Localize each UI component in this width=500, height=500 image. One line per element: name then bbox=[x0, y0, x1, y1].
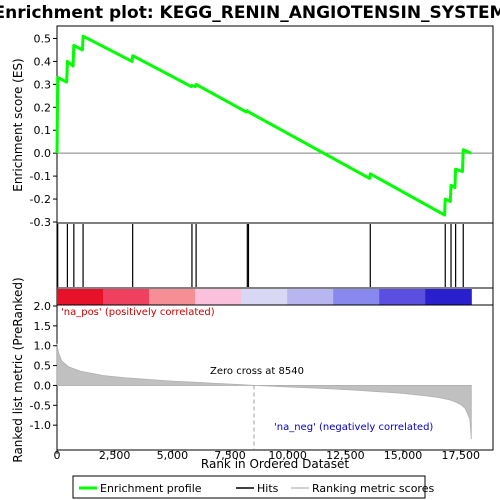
rank-y-tick-label: 1.5 bbox=[34, 320, 52, 333]
x-tick-label: 0 bbox=[54, 449, 61, 462]
rank-panel-frame bbox=[56, 287, 494, 451]
zero-cross-annotation: Zero cross at 8540 bbox=[210, 366, 304, 377]
x-tick-label: 17,500 bbox=[441, 449, 480, 462]
heatbar-segment bbox=[195, 289, 242, 305]
es-y-tick-label: 0.3 bbox=[34, 78, 52, 91]
rank-y-tick-label: 0.5 bbox=[34, 360, 52, 373]
es-y-axis-label: Enrichment score (ES) bbox=[11, 58, 25, 191]
legend-ranking-label: Ranking metric scores bbox=[312, 482, 434, 495]
x-tick-label: 10,000 bbox=[268, 449, 307, 462]
rank-y-tick-label: 1.0 bbox=[34, 340, 52, 353]
heatbar bbox=[57, 289, 493, 306]
x-tick-label: 7,500 bbox=[214, 449, 246, 462]
chart-title: Enrichment plot: KEGG_RENIN_ANGIOTENSIN_… bbox=[0, 3, 500, 23]
es-y-tick-label: 0.1 bbox=[34, 124, 52, 137]
rank-y-tick-label: -0.5 bbox=[30, 399, 51, 412]
es-y-tick-label: 0.4 bbox=[34, 55, 52, 68]
neg-annotation: 'na_neg' (negatively correlated) bbox=[274, 422, 433, 433]
legend-frame bbox=[72, 475, 426, 499]
es-y-tick-label: -0.1 bbox=[30, 170, 51, 183]
legend-enrichment-label: Enrichment profile bbox=[100, 482, 202, 495]
es-y-tick-label: 0.2 bbox=[34, 101, 52, 114]
x-tick-label: 15,000 bbox=[384, 449, 423, 462]
rank-y-tick-label: -1.0 bbox=[30, 419, 51, 432]
rank-x-ticks: 0 2,500 5,000 7,500 10,000 12,500 15,000 17,500 bbox=[54, 449, 480, 462]
rank-y-axis-label: Ranked list metric (PreRanked) bbox=[11, 277, 25, 462]
heatbar-segment bbox=[57, 289, 104, 305]
heatbar-segment bbox=[103, 289, 150, 305]
hits-panel bbox=[56, 222, 494, 289]
hit-lines bbox=[57, 224, 464, 287]
ranking-metric-area bbox=[56, 343, 472, 440]
rank-panel: -1.0 -0.5 0.0 0.5 1.0 1.5 2.0 0 2,500 5,000 7,500… bbox=[11, 277, 494, 471]
legend-hits-label: Hits bbox=[257, 482, 279, 495]
es-panel: -0.3 -0.2 -0.1 0.0 0.1 0.2 0.3 0.4 0.5 Enrichmen… bbox=[11, 25, 494, 229]
heatbar-segment bbox=[149, 289, 196, 305]
rank-y-ticks: -1.0 -0.5 0.0 0.5 1.0 1.5 2.0 bbox=[30, 300, 57, 432]
hits-panel-frame bbox=[56, 222, 494, 289]
x-tick-label: 12,500 bbox=[326, 449, 365, 462]
rank-y-tick-label: 0.0 bbox=[34, 379, 52, 392]
es-marks bbox=[55, 34, 472, 217]
es-y-tick-label: -0.3 bbox=[30, 216, 51, 229]
heatbar-segment bbox=[241, 289, 288, 305]
es-y-tick-label: 0.5 bbox=[34, 32, 52, 45]
enrichment-profile-line bbox=[55, 34, 472, 217]
legend: Enrichment profile Hits Ranking metric s… bbox=[72, 475, 434, 499]
rank-y-tick-label: 2.0 bbox=[34, 300, 52, 313]
es-y-ticks: -0.3 -0.2 -0.1 0.0 0.1 0.2 0.3 0.4 0.5 bbox=[30, 32, 57, 229]
heatbar-segment bbox=[287, 289, 334, 305]
heatbar-segment bbox=[425, 289, 472, 305]
pos-annotation: 'na_pos' (positively correlated) bbox=[61, 307, 215, 318]
x-tick-label: 5,000 bbox=[157, 449, 189, 462]
es-y-tick-label: 0.0 bbox=[34, 147, 52, 160]
x-tick-label: 2,500 bbox=[99, 449, 131, 462]
heatbar-segment bbox=[379, 289, 426, 305]
es-y-tick-label: -0.2 bbox=[30, 193, 51, 206]
heatbar-segment bbox=[333, 289, 380, 305]
rank-marks bbox=[56, 343, 472, 440]
x-axis-label: Rank in Ordered Dataset bbox=[201, 457, 349, 471]
